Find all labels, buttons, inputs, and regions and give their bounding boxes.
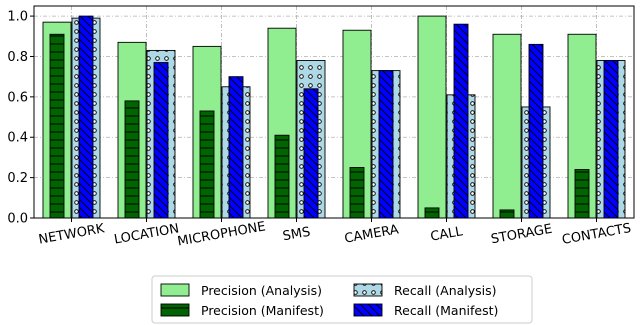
bar-precision-analysis-call <box>417 15 447 219</box>
bar-recall-manifest-sms <box>303 88 319 219</box>
legend-label: Recall (Analysis) <box>394 283 497 298</box>
x-tick-label: CALL <box>429 224 464 245</box>
bar-precision-manifest-contacts <box>574 169 590 219</box>
bar-precision-manifest-camera <box>349 167 365 219</box>
y-tick-label: 0.6 <box>7 90 28 105</box>
legend-swatch <box>353 283 383 297</box>
legend-swatch <box>353 303 383 317</box>
y-tick-label: 0.2 <box>7 171 28 186</box>
bar-recall-manifest-call <box>453 23 469 219</box>
legend-swatch <box>160 283 190 297</box>
x-tick-label: CONTACTS <box>561 221 632 248</box>
legend-box <box>151 275 533 324</box>
bar-precision-manifest-sms <box>274 134 290 219</box>
legend-label: Recall (Manifest) <box>394 303 498 318</box>
bar-precision-manifest-call <box>424 207 440 219</box>
bar-recall-manifest-network <box>78 15 94 219</box>
bar-recall-manifest-camera <box>378 70 394 219</box>
x-tick-label: LOCATION <box>113 221 180 247</box>
x-tick-label: CAMERA <box>343 222 400 246</box>
bar-recall-manifest-storage <box>528 43 544 219</box>
x-tick-label: STORAGE <box>490 222 554 248</box>
y-tick-label: 0.0 <box>7 212 28 227</box>
x-tick-label: SMS <box>282 225 312 245</box>
bar-precision-manifest-microphone <box>199 110 215 219</box>
bar-recall-manifest-contacts <box>603 60 619 219</box>
y-tick-label: 0.8 <box>7 50 28 65</box>
bars <box>42 15 626 219</box>
legend: Precision (Analysis) Precision (Manifest)… <box>151 275 533 324</box>
bar-precision-analysis-storage <box>492 33 522 219</box>
x-tick-label: NETWORK <box>38 221 107 247</box>
legend-label: Precision (Manifest) <box>201 303 324 318</box>
bar-precision-manifest-storage <box>499 209 515 219</box>
bar-recall-manifest-microphone <box>228 76 244 219</box>
y-tick-label: 0.4 <box>7 131 28 146</box>
x-tick-label: MICROPHONE <box>176 219 266 249</box>
legend-swatch <box>160 303 190 317</box>
legend-label: Precision (Analysis) <box>201 283 322 298</box>
y-tick-label: 1.0 <box>7 10 28 25</box>
bar-recall-manifest-location <box>153 62 169 219</box>
bar-precision-manifest-network <box>49 33 65 219</box>
bar-precision-manifest-location <box>124 100 140 219</box>
plot-area-frame <box>33 5 635 219</box>
